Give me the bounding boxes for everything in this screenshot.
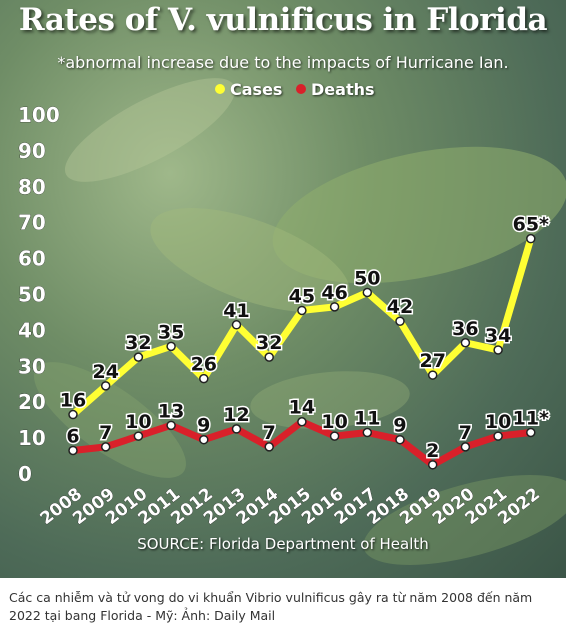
data-point-cases xyxy=(264,352,274,362)
data-point-cases xyxy=(68,409,78,420)
data-point-deaths xyxy=(264,442,274,452)
data-point-cases xyxy=(395,316,405,326)
line-chart: 0102030405060708090100200820092010201120… xyxy=(18,103,551,530)
data-point-deaths xyxy=(231,424,242,434)
legend-swatch-deaths xyxy=(296,84,307,94)
data-label-cases: 24 xyxy=(92,361,118,383)
data-label-cases: 16 xyxy=(60,390,86,412)
data-point-deaths xyxy=(166,420,176,431)
y-tick-label: 50 xyxy=(18,283,46,307)
data-label-deaths: 13 xyxy=(158,400,184,422)
chart-legend: Cases Deaths xyxy=(215,79,383,99)
legend-item-cases: Cases xyxy=(215,80,282,99)
y-tick-label: 10 xyxy=(18,426,46,450)
data-point-deaths xyxy=(329,431,340,441)
y-tick-label: 30 xyxy=(18,354,46,378)
data-label-deaths: 14 xyxy=(289,397,315,419)
data-label-cases: 45 xyxy=(289,285,315,307)
data-point-cases xyxy=(362,287,373,298)
data-point-deaths xyxy=(526,427,536,438)
legend-swatch-cases xyxy=(215,84,225,94)
data-point-cases xyxy=(297,305,307,316)
data-point-cases xyxy=(166,341,176,352)
data-label-cases: 32 xyxy=(125,332,151,354)
data-point-deaths xyxy=(133,431,144,441)
legend-label-cases: Cases xyxy=(230,79,283,99)
chart-source: SOURCE: Florida Department of Health xyxy=(137,535,429,553)
y-tick-label: 70 xyxy=(18,211,46,235)
bacteria-background xyxy=(34,78,566,565)
data-label-deaths: 9 xyxy=(197,415,210,437)
data-point-cases xyxy=(493,345,503,355)
data-point-cases xyxy=(231,320,242,330)
data-point-deaths xyxy=(68,445,78,456)
data-point-cases xyxy=(133,352,144,362)
data-point-deaths xyxy=(460,442,471,452)
data-point-deaths xyxy=(493,431,503,441)
data-label-cases: 42 xyxy=(387,296,413,318)
y-tick-label: 60 xyxy=(18,247,46,271)
legend-item-deaths: Deaths xyxy=(296,80,375,99)
data-label-cases: 50 xyxy=(354,268,380,290)
data-label-cases: 65* xyxy=(513,214,549,236)
data-label-cases: 32 xyxy=(256,332,282,354)
data-label-deaths: 7 xyxy=(459,422,472,444)
y-tick-label: 20 xyxy=(18,390,46,414)
data-label-cases: 36 xyxy=(452,318,478,340)
y-tick-label: 100 xyxy=(18,103,60,127)
y-tick-label: 40 xyxy=(18,318,46,342)
data-point-cases xyxy=(427,370,438,380)
data-point-deaths xyxy=(297,416,307,427)
data-point-deaths xyxy=(199,434,209,445)
y-tick-label: 90 xyxy=(18,139,46,163)
data-label-cases: 35 xyxy=(158,321,184,343)
data-point-cases xyxy=(526,233,536,244)
data-point-deaths xyxy=(427,460,438,470)
data-label-cases: 27 xyxy=(419,350,445,372)
data-label-cases: 34 xyxy=(485,325,511,347)
data-point-deaths xyxy=(100,442,111,452)
data-label-cases: 41 xyxy=(223,300,249,322)
chart-subtitle: *abnormal increase due to the impacts of… xyxy=(57,53,509,72)
chart-title: Rates of V. vulnificus in Florida xyxy=(18,2,548,38)
data-label-deaths: 11* xyxy=(513,408,549,430)
data-label-deaths: 11 xyxy=(354,408,380,430)
legend-label-deaths: Deaths xyxy=(311,79,375,99)
data-label-deaths: 9 xyxy=(393,415,406,437)
data-label-deaths: 2 xyxy=(426,440,439,462)
data-label-cases: 46 xyxy=(321,282,347,304)
image-caption: Các ca nhiễm và tử vong do vi khuẩn Vibr… xyxy=(9,590,533,623)
data-label-deaths: 12 xyxy=(223,404,249,426)
data-label-deaths: 10 xyxy=(125,411,151,433)
data-label-deaths: 7 xyxy=(99,422,112,444)
data-point-cases xyxy=(199,373,209,384)
data-label-deaths: 10 xyxy=(321,411,347,433)
data-point-deaths xyxy=(395,434,405,445)
chart-frame: Rates of V. vulnificus in Florida *abnor… xyxy=(0,0,566,578)
data-point-deaths xyxy=(362,427,373,438)
data-label-deaths: 7 xyxy=(263,422,276,444)
data-point-cases xyxy=(100,381,111,391)
y-tick-label: 80 xyxy=(18,175,46,199)
data-label-cases: 26 xyxy=(191,354,217,376)
data-label-deaths: 6 xyxy=(66,425,79,447)
data-label-deaths: 10 xyxy=(485,411,511,433)
data-point-cases xyxy=(460,338,471,348)
data-point-cases xyxy=(329,302,340,312)
y-tick-label: 0 xyxy=(18,462,32,486)
